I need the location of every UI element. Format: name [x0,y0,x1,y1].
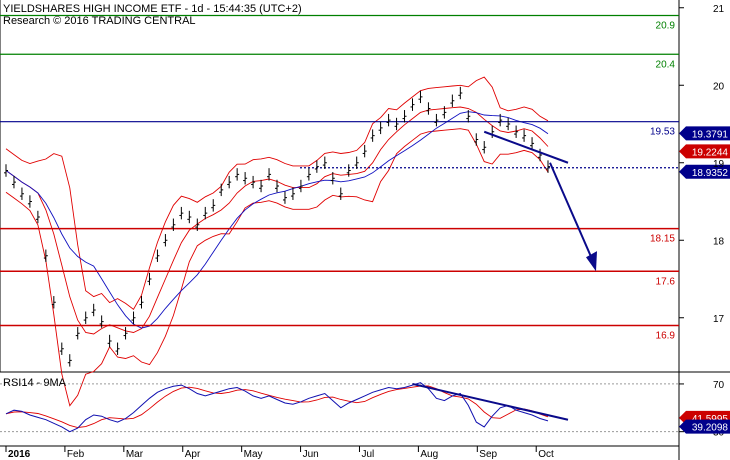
price-axis-label: 21 [713,4,725,15]
time-axis-label: Feb [67,449,85,460]
price-bars [4,86,550,367]
level-label: 18.15 [650,234,675,245]
upper-band-line [5,76,549,310]
level-label: 16.9 [656,331,676,342]
level-label: 17.6 [656,276,676,287]
level-label: 20.4 [656,59,676,70]
ma-value-tag-label: 19.3791 [692,129,729,140]
time-axis-label: Sep [479,449,497,460]
time-axis-label: May [244,449,263,460]
forecast-arrow-head [586,251,597,272]
time-axis-label: Jul [361,449,374,460]
support-resistance-levels: 20.9 20.4 19.53 18.15 17.6 16.9 [0,14,679,342]
chart-title: YIELDSHARES HIGH INCOME ETF - 1d - 15:44… [3,3,302,15]
time-axis-label: Mar [126,449,144,460]
time-axis-label: Aug [420,449,438,460]
time-axis-label: Oct [538,449,554,460]
rsi-axis-label: 70 [713,380,725,391]
time-axis-label: Jun [303,449,319,460]
chart-subtitle: Research © 2016 TRADING CENTRAL [3,15,196,27]
last-price-tag-label: 18.9352 [692,168,729,179]
rsi-ma-tag-label: 41.5995 [692,414,729,425]
lower-band-line [5,128,549,407]
time-axis-label: 2016 [8,449,31,460]
axis-ticks: 19.3791 19.2244 18.9352 21 20 19 18 17 2016 Feb Ma… [5,4,730,460]
level-label: 19.53 [650,127,675,138]
price-axis-label: 20 [713,81,725,92]
rsi-title: RSI14 - 9MA [3,377,67,389]
time-axis-label: Apr [185,449,201,460]
last-price-tag-box [679,164,730,179]
trendline-annotations [483,130,597,272]
bollinger-bands [5,76,549,407]
ma-value-tag-box [679,144,730,159]
rsi-downtrend-line [412,382,569,421]
price-axis-label: 17 [713,314,725,325]
price-axis-label: 19 [713,159,725,170]
rsi-value-tag-label: 39.2098 [692,423,729,434]
level-label: 20.9 [656,21,676,32]
rsi-value-tag-box [679,419,730,434]
ma-value-tag-label: 19.2244 [692,147,729,158]
price-downtrend-line [483,130,569,164]
forecast-arrow-shaft [549,162,595,264]
slow-ma-line [5,111,549,329]
rsi-ma-line [5,385,549,428]
ma-value-tag-box [679,126,730,141]
price-axis-label: 18 [713,236,725,247]
